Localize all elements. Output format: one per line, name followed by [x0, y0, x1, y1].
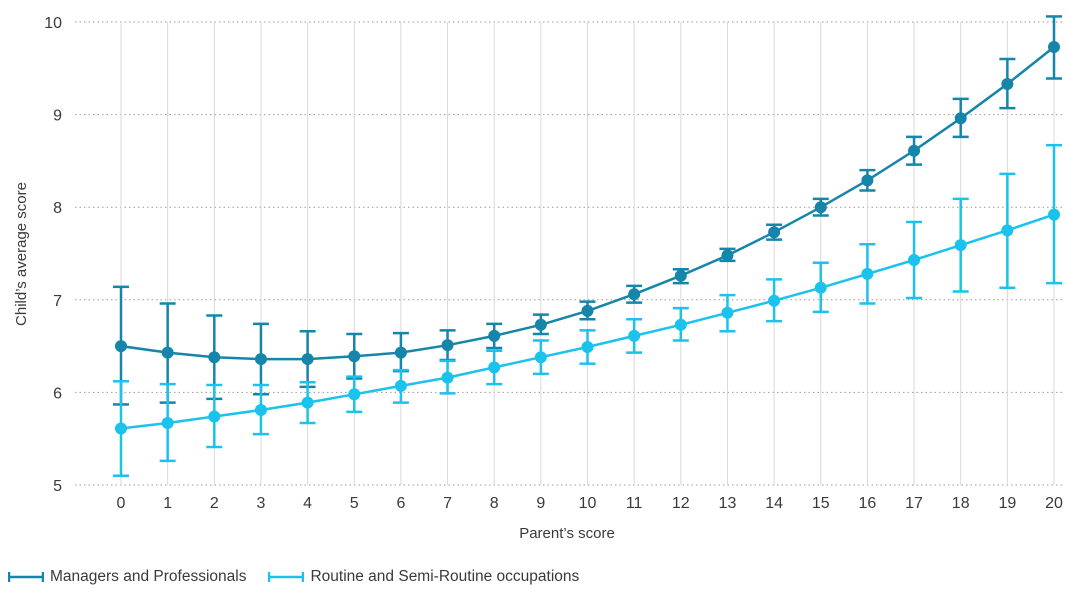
data-point	[1001, 78, 1014, 91]
y-tick-label: 5	[53, 478, 62, 495]
data-point	[768, 226, 781, 239]
data-point	[348, 388, 361, 401]
legend-swatch-routine	[268, 572, 305, 582]
legend-item-routine: Routine and Semi-Routine occupations	[268, 568, 579, 586]
x-tick-label: 11	[626, 495, 643, 512]
y-tick-label: 9	[53, 108, 62, 125]
data-point	[721, 249, 734, 262]
x-tick-label: 17	[905, 495, 923, 512]
x-tick-label: 13	[719, 495, 737, 512]
data-point	[954, 239, 967, 252]
data-point	[908, 253, 921, 266]
x-tick-label: 16	[859, 495, 877, 512]
data-point	[488, 361, 501, 374]
legend: Managers and Professionals Routine and S…	[8, 567, 601, 587]
data-point	[581, 341, 594, 354]
x-tick-label: 20	[1045, 495, 1063, 512]
data-point	[861, 174, 874, 187]
x-tick-label: 1	[163, 495, 172, 512]
x-tick-label: 19	[998, 495, 1016, 512]
data-point	[254, 403, 267, 416]
y-tick-label: 8	[53, 200, 62, 217]
x-tick-label: 12	[672, 495, 690, 512]
data-point	[1001, 224, 1014, 237]
data-point	[254, 353, 267, 366]
data-point	[394, 379, 407, 392]
x-tick-label: 10	[579, 495, 597, 512]
data-point	[954, 112, 967, 125]
data-point	[768, 294, 781, 307]
x-axis-title: Parent’s score	[519, 525, 615, 542]
x-tick-label: 4	[303, 495, 312, 512]
x-tick-label: 0	[117, 495, 126, 512]
data-point	[441, 371, 454, 384]
x-tick-label: 6	[396, 495, 405, 512]
y-axis-title: Child’s average score	[13, 182, 30, 326]
data-point	[394, 346, 407, 359]
data-point	[208, 351, 221, 364]
legend-item-managers: Managers and Professionals	[8, 568, 246, 586]
x-tick-label: 18	[952, 495, 970, 512]
y-tick-label: 7	[53, 293, 62, 310]
y-tick-label: 10	[44, 15, 62, 32]
data-point	[115, 340, 127, 353]
x-tick-label: 8	[490, 495, 499, 512]
x-tick-label: 15	[812, 495, 830, 512]
data-point	[1048, 208, 1060, 221]
data-point	[534, 318, 547, 331]
data-point	[161, 346, 174, 359]
data-point	[674, 318, 687, 331]
y-axis-ticks: 5 6 7 8 9 10	[44, 15, 62, 495]
legend-label-managers: Managers and Professionals	[50, 568, 247, 585]
data-point	[488, 329, 501, 342]
x-tick-label: 9	[536, 495, 545, 512]
data-point	[908, 144, 921, 157]
data-point	[208, 410, 221, 423]
x-tick-label: 3	[256, 495, 265, 512]
data-point	[628, 329, 641, 342]
data-point	[581, 304, 594, 317]
data-point	[628, 288, 641, 301]
y-tick-label: 6	[53, 385, 62, 402]
data-point	[861, 267, 874, 280]
legend-label-routine: Routine and Semi-Routine occupations	[310, 568, 580, 585]
data-point	[721, 306, 734, 319]
data-point	[115, 422, 127, 435]
data-point	[534, 351, 547, 364]
x-tick-label: 7	[443, 495, 452, 512]
data-point	[348, 350, 361, 363]
x-tick-label: 5	[350, 495, 359, 512]
legend-swatch-managers	[8, 572, 44, 582]
data-point	[301, 353, 314, 366]
data-point	[1048, 41, 1060, 54]
data-point	[161, 416, 174, 429]
data-point	[674, 269, 687, 282]
data-point	[301, 396, 314, 409]
data-points	[115, 41, 1060, 435]
x-axis-ticks: 0 1 2 3 4 5 6 7 8 9 10 11 12 13 14 15 16 17 18 19 20	[117, 495, 1063, 512]
data-point	[441, 339, 454, 352]
x-tick-label: 2	[210, 495, 219, 512]
data-point	[814, 281, 827, 294]
data-point	[814, 201, 827, 214]
x-tick-label: 14	[765, 495, 783, 512]
